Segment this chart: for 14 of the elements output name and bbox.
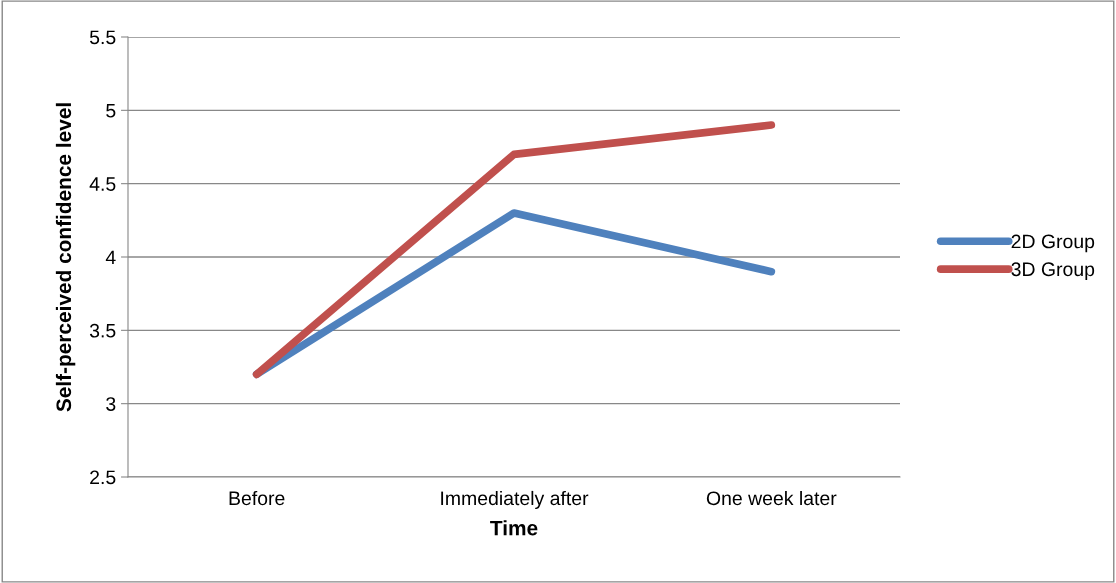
y-tick-label: 3: [106, 397, 116, 411]
y-tick-label: 4: [105, 250, 116, 265]
legend-label: 3D Group: [1011, 262, 1095, 280]
y-axis-title: Self-perceived confidence level: [55, 103, 76, 412]
x-tick-label: Immediately after: [441, 490, 589, 510]
x-tick-label: Before: [229, 490, 285, 506]
x-tick-label: One week later: [706, 490, 837, 506]
y-tick-label: 4.5: [89, 177, 116, 191]
y-tick-label: 2.5: [90, 470, 116, 485]
y-tick-label: 5: [106, 104, 116, 118]
y-tick-label: 3.5: [89, 323, 116, 338]
x-axis-title: Time: [490, 520, 538, 536]
legend-label: 2D Group: [1011, 234, 1095, 253]
y-tick-label: 5.5: [89, 30, 116, 45]
